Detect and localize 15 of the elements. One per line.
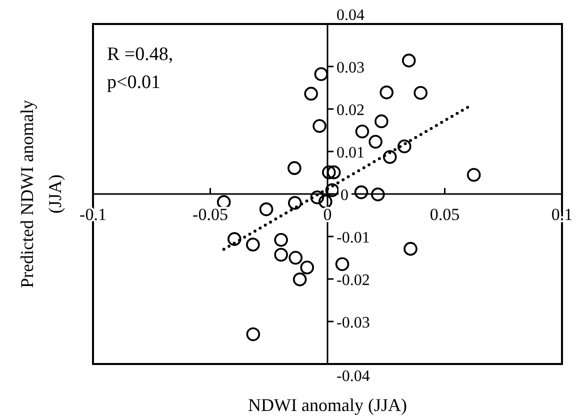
y-tick-label: 0 [340,187,348,204]
annotation: R =0.48, [107,44,174,65]
x-axis-title: NDWI anomaly (JJA) [248,395,407,415]
x-tick-label: 0.05 [430,205,460,224]
y-tick-label: 0.02 [336,102,364,119]
x-tick-label: -0.05 [192,205,228,224]
annotation: p<0.01 [107,72,160,93]
y-tick-label: -0.04 [336,368,370,385]
y-tick-label: -0.01 [336,230,370,246]
y-tick-label: 0.03 [336,60,364,76]
y-tick-label: 0.04 [336,7,364,24]
y-axis-title: Predicted NDWI anomaly (JJA) [17,100,65,288]
y-tick-label: 0.01 [336,144,364,162]
y-tick-label: -0.03 [336,314,370,332]
y-tick-label: -0.02 [336,272,370,289]
